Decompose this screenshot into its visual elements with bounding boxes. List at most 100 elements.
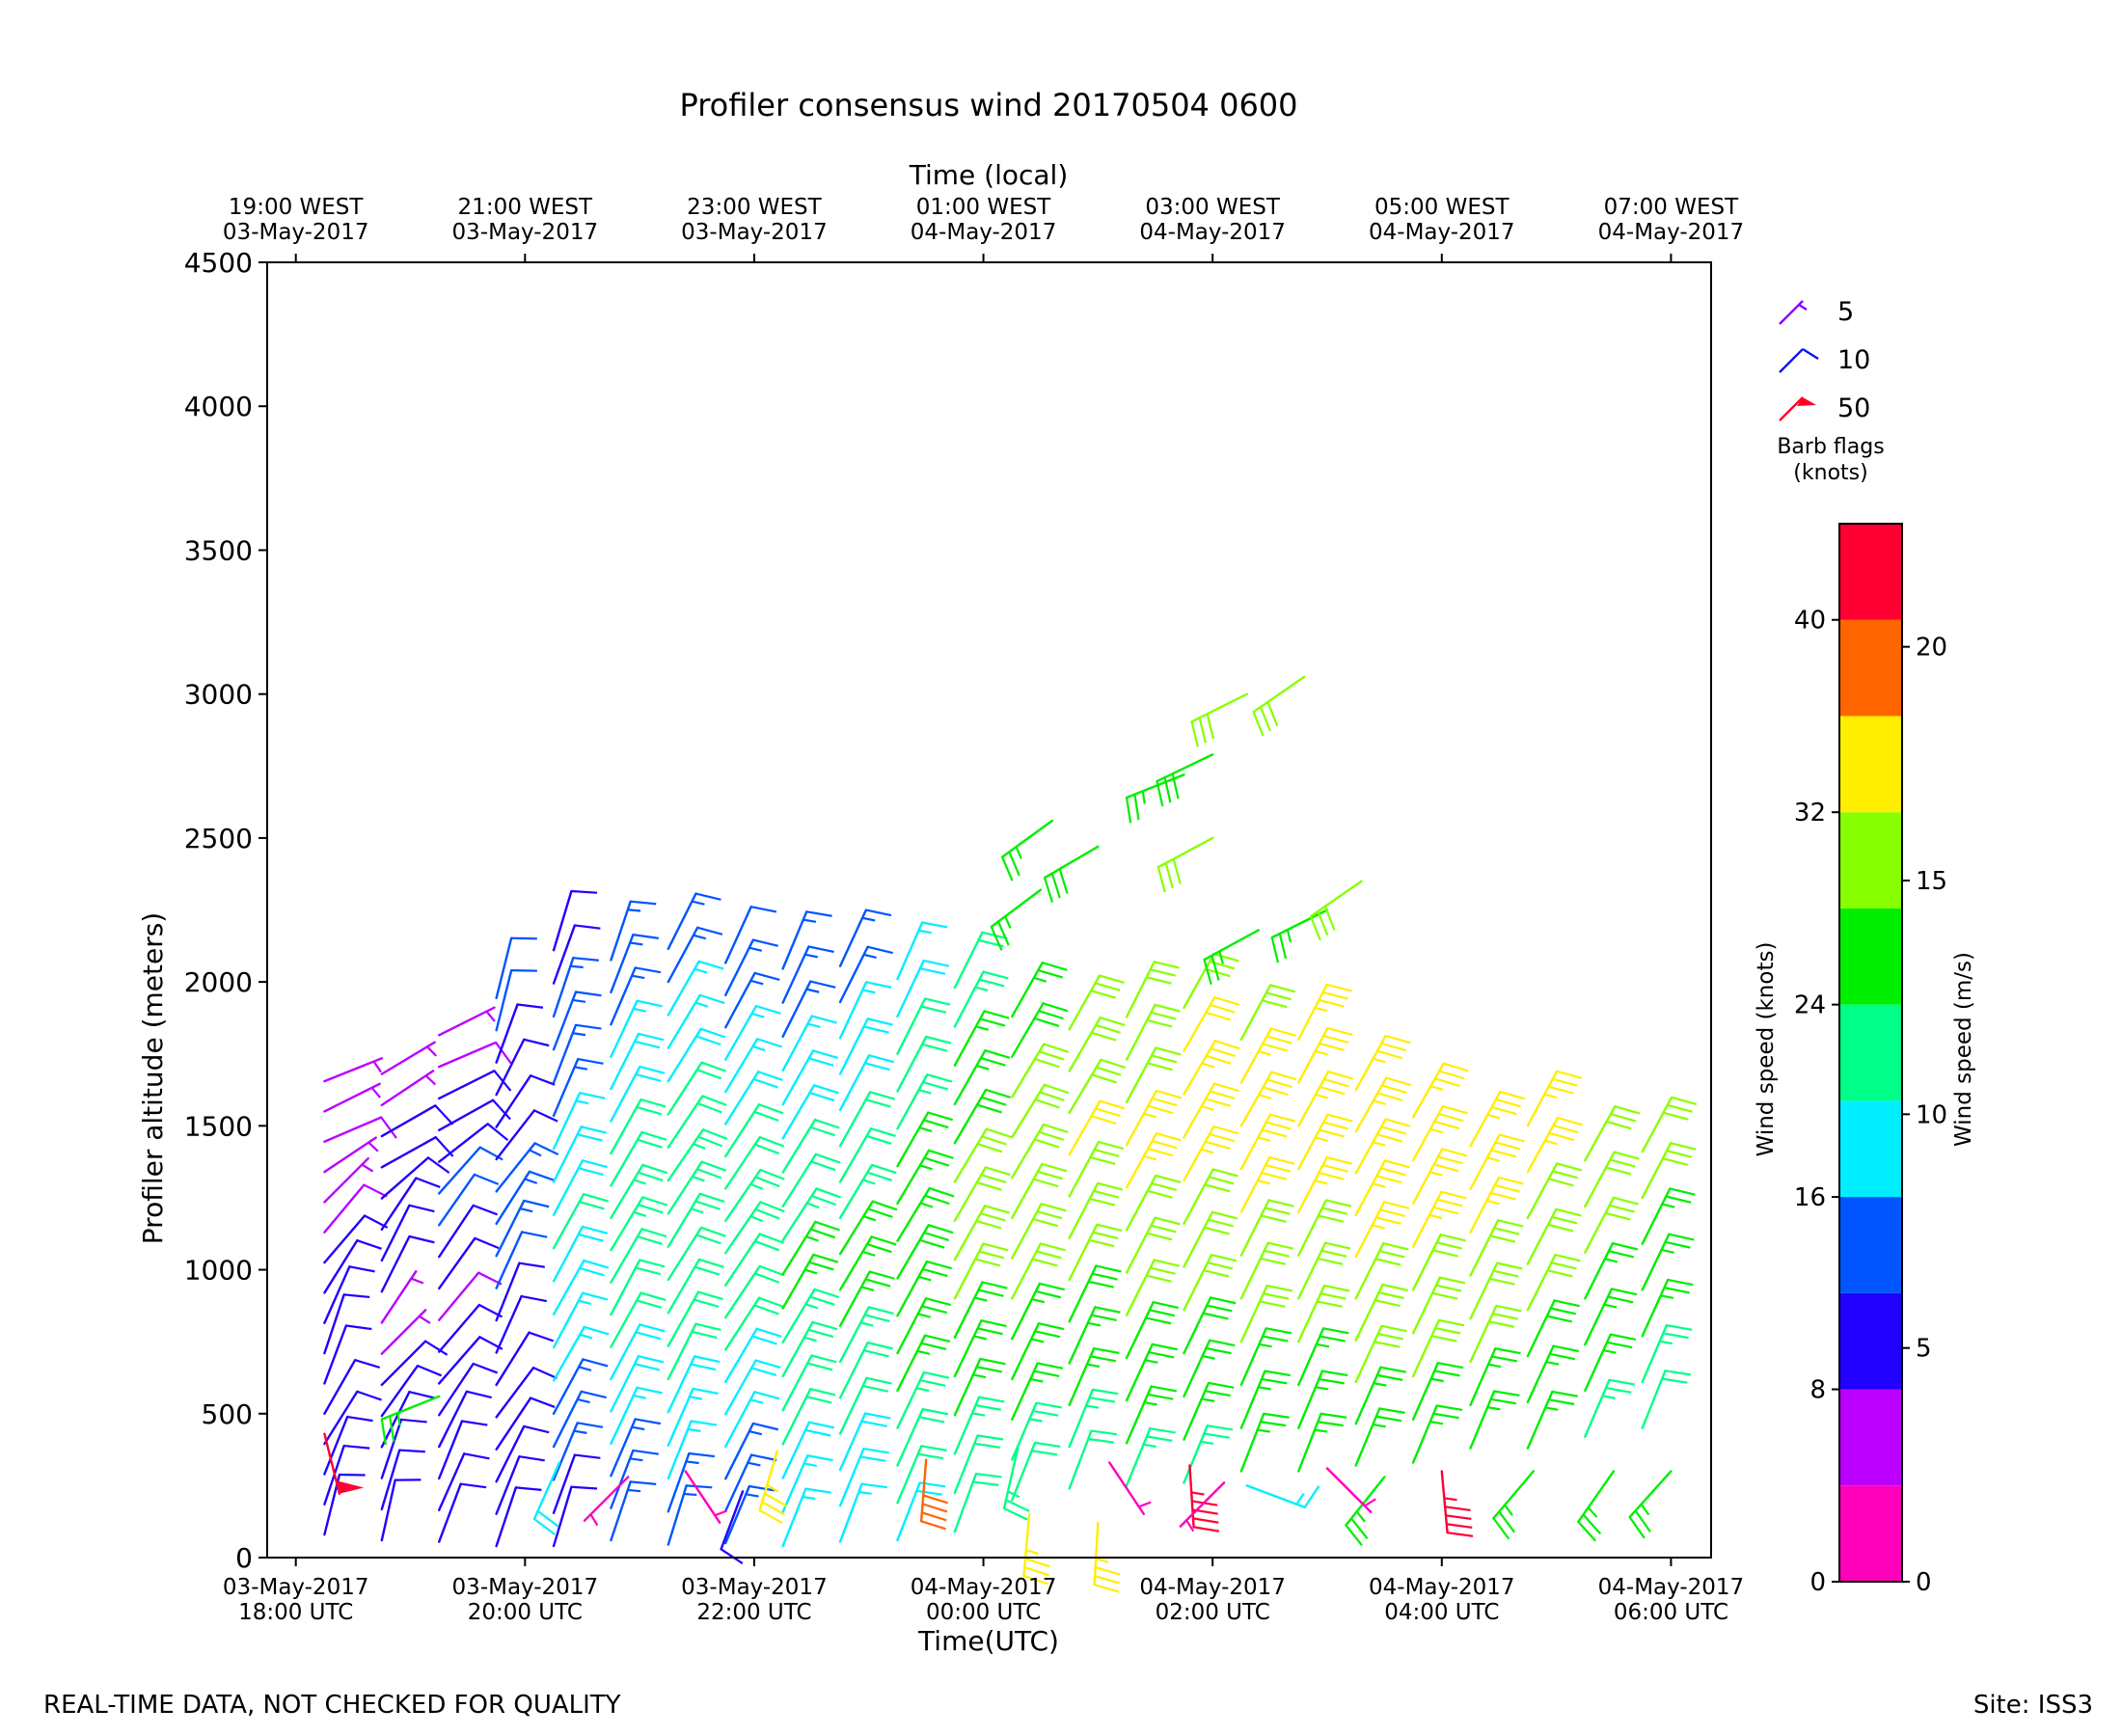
barb-half (975, 1025, 990, 1031)
wind-barb (953, 1434, 1004, 1495)
colorbar-segment (1839, 908, 1902, 1005)
barb-full (814, 1220, 840, 1232)
colorbar-label-knots-tick: 16 (1794, 1183, 1826, 1212)
wind-barb (1183, 1125, 1239, 1182)
barb-full (865, 1278, 891, 1288)
barb-shaft (838, 1412, 867, 1472)
wind-barb (667, 1027, 726, 1083)
barb-half (1603, 1348, 1617, 1354)
barb-full (812, 1320, 838, 1331)
y-tick-label: 3000 (184, 679, 253, 711)
barb-shaft (667, 1027, 702, 1083)
barb-full (1605, 1387, 1632, 1394)
barb-full (1309, 915, 1321, 941)
barb-full (1436, 1404, 1463, 1411)
barb-shaft (1068, 1223, 1099, 1282)
barb-shaft (953, 1088, 988, 1145)
barb-full (1037, 1362, 1064, 1370)
barb-half (972, 1373, 987, 1379)
barb-full (1548, 1178, 1574, 1187)
barb-shaft (1183, 1381, 1211, 1441)
barb-full (1446, 1523, 1473, 1529)
wind-barb (1183, 1040, 1240, 1096)
wind-barb (552, 1057, 604, 1118)
barb-full (1444, 1505, 1471, 1512)
wind-barb (1354, 1159, 1410, 1217)
colorbar-label-ms: Wind speed (m/s) (1951, 952, 1976, 1147)
colorbar-label-knots-tick: 24 (1794, 991, 1826, 1020)
wind-barbs-layer (323, 675, 1698, 1593)
barb-full (756, 1038, 782, 1048)
barb-full (1614, 1151, 1640, 1160)
wind-barb (838, 1270, 895, 1327)
barb-shaft (724, 1071, 760, 1126)
wind-barb (1354, 1201, 1410, 1259)
barb-full (1610, 1113, 1636, 1123)
barb-full (1317, 1300, 1343, 1308)
wind-barb (1641, 1323, 1693, 1384)
wind-barb (495, 1038, 550, 1097)
barb-shaft (1011, 962, 1044, 1018)
barb-full (864, 1314, 890, 1323)
colorbar-segment (1839, 1100, 1902, 1198)
barb-shaft (896, 1334, 927, 1393)
barb-half (1258, 1136, 1271, 1142)
barb-half (804, 1303, 819, 1310)
barb-full (921, 921, 948, 929)
wind-barb (953, 1319, 1007, 1378)
barb-full (751, 1335, 777, 1345)
barb-shaft (1011, 1083, 1047, 1139)
barb-half (749, 1215, 764, 1223)
barb-half (1364, 1498, 1376, 1507)
barb-shaft (552, 1390, 583, 1449)
x-top-tick-date: 03-May-2017 (452, 220, 599, 245)
wind-barb (1354, 1076, 1412, 1133)
wind-barb (838, 1200, 898, 1256)
barb-half (367, 1141, 379, 1153)
barb-shaft (1354, 1366, 1382, 1425)
wind-barb (838, 1447, 889, 1507)
barb-half (1373, 1099, 1387, 1105)
barb-full (474, 1236, 500, 1250)
wind-barb (1068, 1429, 1118, 1490)
barb-shaft (1345, 1476, 1386, 1527)
barb-shaft (1270, 909, 1329, 939)
wind-barb (838, 1235, 897, 1291)
wind-barb (781, 945, 834, 1004)
barb-half (749, 1398, 764, 1404)
barb-shaft (953, 1396, 981, 1455)
barb-full (1489, 1234, 1516, 1243)
barb-full (1556, 1070, 1583, 1079)
barb-full (1377, 1092, 1403, 1101)
wind-barb (1469, 1304, 1522, 1364)
barb-full (923, 1119, 949, 1129)
barb-full (1205, 1098, 1232, 1107)
barb-full (1667, 1278, 1694, 1287)
barb-shaft (438, 1362, 475, 1417)
wind-barb (781, 1187, 841, 1242)
barb-full (807, 1328, 834, 1339)
barb-full (1606, 1120, 1632, 1130)
barb-full (1038, 968, 1064, 979)
barb-shaft (552, 1225, 585, 1283)
wind-barb (380, 1204, 435, 1262)
barb-full (1634, 1509, 1651, 1533)
barb-shaft (1125, 1089, 1158, 1147)
barb-shaft (1297, 1071, 1330, 1127)
barb-shaft (667, 1322, 697, 1381)
y-tick-label: 1000 (184, 1255, 253, 1287)
barb-full (633, 934, 659, 939)
barb-full (922, 1503, 948, 1513)
barb-full (814, 1288, 840, 1299)
wind-barb (1156, 836, 1214, 893)
barb-shaft (724, 1233, 761, 1287)
barb-half (1545, 1360, 1560, 1366)
barb-full (920, 1005, 947, 1014)
barb-shaft (724, 1359, 757, 1416)
wind-barb (838, 1341, 893, 1399)
barb-shaft (438, 1236, 476, 1290)
barb-half (1025, 1549, 1039, 1556)
barb-full (917, 1452, 944, 1460)
wind-barb (838, 981, 892, 1040)
